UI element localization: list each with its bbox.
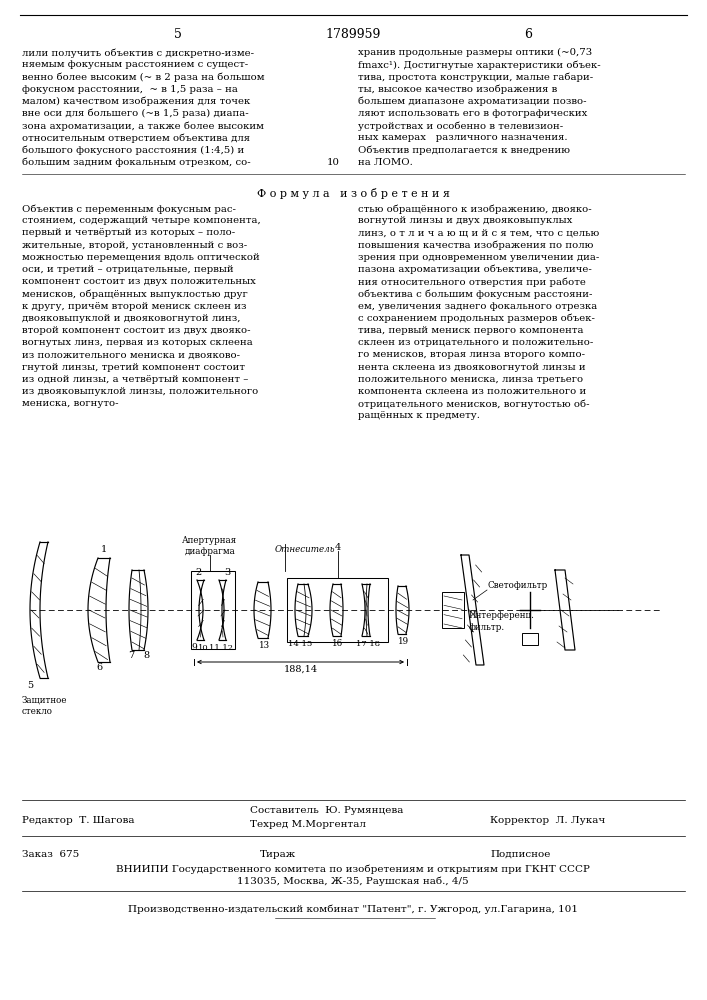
- Text: мениска, вогнуто-: мениска, вогнуто-: [22, 399, 119, 408]
- Text: зрения при одновременном увеличении диа-: зрения при одновременном увеличении диа-: [358, 253, 600, 262]
- Text: Объектив предполагается к внедрению: Объектив предполагается к внедрению: [358, 146, 570, 155]
- Text: 6: 6: [96, 663, 102, 672]
- Text: компонент состоит из двух положительных: компонент состоит из двух положительных: [22, 277, 256, 286]
- Bar: [522, 633, 538, 645]
- Text: Объектив с переменным фокусным рас-: Объектив с переменным фокусным рас-: [22, 204, 236, 214]
- Text: 3: 3: [224, 568, 230, 577]
- Text: вне оси для большего (~в 1,5 раза) диапа-: вне оси для большего (~в 1,5 раза) диапа…: [22, 109, 249, 118]
- Text: менисков, обращённых выпуклостью друг: менисков, обращённых выпуклостью друг: [22, 289, 247, 299]
- Text: лили получить объектив с дискретно-изме-: лили получить объектив с дискретно-изме-: [22, 48, 254, 57]
- Text: вогнутой линзы и двух двояковыпуклых: вогнутой линзы и двух двояковыпуклых: [358, 216, 573, 225]
- Text: склеен из отрицательного и положительно-: склеен из отрицательного и положительно-: [358, 338, 593, 347]
- Text: пазона ахроматизации объектива, увеличе-: пазона ахроматизации объектива, увеличе-: [358, 265, 592, 274]
- Text: 13: 13: [259, 641, 269, 650]
- Text: Подписное: Подписное: [490, 850, 550, 859]
- Text: большем диапазоне ахроматизации позво-: большем диапазоне ахроматизации позво-: [358, 97, 587, 106]
- Text: положительного мениска, линза третьего: положительного мениска, линза третьего: [358, 375, 583, 384]
- Text: фильтр.: фильтр.: [469, 623, 505, 632]
- Text: го менисков, вторая линза второго компо-: го менисков, вторая линза второго компо-: [358, 350, 585, 359]
- Text: 5: 5: [27, 681, 33, 690]
- Text: ляют использовать его в фотографических: ляют использовать его в фотографических: [358, 109, 588, 118]
- Text: компонента склеена из положительного и: компонента склеена из положительного и: [358, 387, 586, 396]
- Text: линз, о т л и ч а ю щ и й с я тем, что с целью: линз, о т л и ч а ю щ и й с я тем, что с…: [358, 228, 600, 237]
- Text: Заказ  675: Заказ 675: [22, 850, 79, 859]
- Text: из одной линзы, а четвёртый компонент –: из одной линзы, а четвёртый компонент –: [22, 375, 248, 384]
- Text: с сохранением продольных размеров объек-: с сохранением продольных размеров объек-: [358, 314, 595, 323]
- Text: Редактор  Т. Шагова: Редактор Т. Шагова: [22, 816, 134, 825]
- Text: жительные, второй, установленный с воз-: жительные, второй, установленный с воз-: [22, 241, 247, 250]
- Text: венно более высоким (~ в 2 раза на большом: венно более высоким (~ в 2 раза на больш…: [22, 72, 264, 82]
- Bar: [287, 578, 388, 642]
- Text: на ЛОМО.: на ЛОМО.: [358, 158, 413, 167]
- Text: 7: 7: [128, 651, 134, 660]
- Text: няемым фокусным расстоянием с сущест-: няемым фокусным расстоянием с сущест-: [22, 60, 248, 69]
- Text: Производственно-издательский комбинат "Патент", г. Ужгород, ул.Гагарина, 101: Производственно-издательский комбинат "П…: [128, 905, 578, 914]
- Text: Тираж: Тираж: [260, 850, 296, 859]
- Text: Ф о р м у л а   и з о б р е т е н и я: Ф о р м у л а и з о б р е т е н и я: [257, 188, 450, 199]
- Text: ем, увеличения заднего фокального отрезка: ем, увеличения заднего фокального отрезк…: [358, 302, 597, 311]
- Text: стоянием, содержащий четыре компонента,: стоянием, содержащий четыре компонента,: [22, 216, 261, 225]
- Text: Составитель  Ю. Румянцева: Составитель Ю. Румянцева: [250, 806, 404, 815]
- Text: 19: 19: [397, 637, 409, 646]
- Text: fmaxc¹). Достигнутые характеристики объек-: fmaxc¹). Достигнутые характеристики объе…: [358, 60, 601, 70]
- Text: Отнеситель: Отнеситель: [275, 545, 335, 554]
- Text: большим задним фокальным отрезком, со-: большим задним фокальным отрезком, со-: [22, 158, 250, 167]
- Text: оси, и третий – отрицательные, первый: оси, и третий – отрицательные, первый: [22, 265, 233, 274]
- Text: хранив продольные размеры оптики (~0,73: хранив продольные размеры оптики (~0,73: [358, 48, 592, 57]
- Text: стью обращённого к изображению, двояко-: стью обращённого к изображению, двояко-: [358, 204, 592, 214]
- Text: 16: 16: [332, 639, 344, 648]
- Text: ния относительного отверстия при работе: ния относительного отверстия при работе: [358, 277, 586, 287]
- Text: из положительного мениска и двояково-: из положительного мениска и двояково-: [22, 350, 240, 359]
- Text: можностью перемещения вдоль оптической: можностью перемещения вдоль оптической: [22, 253, 259, 262]
- Text: устройствах и особенно в телевизион-: устройствах и особенно в телевизион-: [358, 121, 563, 131]
- Text: ВНИИПИ Государственного комитета по изобретениям и открытиям при ГКНТ СССР: ВНИИПИ Государственного комитета по изоб…: [116, 864, 590, 874]
- Text: Защитное: Защитное: [22, 696, 67, 705]
- Text: 6: 6: [524, 28, 532, 41]
- Text: 14 15: 14 15: [288, 640, 312, 648]
- Text: стекло: стекло: [22, 707, 53, 716]
- Text: Интерференц.: Интерференц.: [469, 611, 535, 620]
- Text: 2: 2: [196, 568, 202, 577]
- Text: Светофильтр: Светофильтр: [487, 581, 547, 590]
- Bar: [442, 592, 464, 628]
- Text: тива, простота конструкции, малые габари-: тива, простота конструкции, малые габари…: [358, 72, 593, 82]
- Text: диафрагма: диафрагма: [185, 547, 235, 556]
- Text: 8: 8: [143, 651, 149, 660]
- Text: 188,14: 188,14: [284, 665, 317, 674]
- Text: первый и четвёртый из которых – поло-: первый и четвёртый из которых – поло-: [22, 228, 235, 237]
- Text: двояковыпуклой и двояковогнутой линз,: двояковыпуклой и двояковогнутой линз,: [22, 314, 240, 323]
- Text: фокусном расстоянии,  ~ в 1,5 раза – на: фокусном расстоянии, ~ в 1,5 раза – на: [22, 85, 238, 94]
- Text: зона ахроматизации, а также более высоким: зона ахроматизации, а также более высоки…: [22, 121, 264, 131]
- Text: 1: 1: [101, 545, 107, 554]
- Text: тива, первый мениск первого компонента: тива, первый мениск первого компонента: [358, 326, 583, 335]
- Text: 1789959: 1789959: [325, 28, 380, 41]
- Text: нента склеена из двояковогнутой линзы и: нента склеена из двояковогнутой линзы и: [358, 363, 585, 372]
- Text: гнутой линзы, третий компонент состоит: гнутой линзы, третий компонент состоит: [22, 363, 245, 372]
- Text: 10: 10: [198, 644, 209, 652]
- Text: большого фокусного расстояния (1:4,5) и: большого фокусного расстояния (1:4,5) и: [22, 146, 244, 155]
- Text: Корректор  Л. Лукач: Корректор Л. Лукач: [490, 816, 605, 825]
- Text: отрицательного менисков, вогнутостью об-: отрицательного менисков, вогнутостью об-: [358, 399, 590, 409]
- Text: ты, высокое качество изображения в: ты, высокое качество изображения в: [358, 85, 557, 94]
- Text: 9: 9: [191, 643, 197, 652]
- Text: повышения качества изображения по полю: повышения качества изображения по полю: [358, 241, 593, 250]
- Text: Апертурная: Апертурная: [182, 536, 238, 545]
- Text: объектива с большим фокусным расстояни-: объектива с большим фокусным расстояни-: [358, 289, 592, 299]
- Text: вогнутых линз, первая из которых склеена: вогнутых линз, первая из которых склеена: [22, 338, 252, 347]
- Bar: [191, 571, 235, 649]
- Text: относительным отверстием объектива для: относительным отверстием объектива для: [22, 133, 250, 143]
- Text: ных камерах   различного назначения.: ных камерах различного назначения.: [358, 133, 568, 142]
- Text: 4: 4: [334, 543, 341, 552]
- Text: 10: 10: [327, 158, 340, 167]
- Text: 17 18: 17 18: [356, 640, 380, 648]
- Text: 11 12: 11 12: [209, 644, 233, 652]
- Text: 113035, Москва, Ж-35, Раушская наб., 4/5: 113035, Москва, Ж-35, Раушская наб., 4/5: [237, 877, 469, 886]
- Text: малом) качеством изображения для точек: малом) качеством изображения для точек: [22, 97, 250, 106]
- Text: второй компонент состоит из двух двояко-: второй компонент состоит из двух двояко-: [22, 326, 250, 335]
- Text: 5: 5: [174, 28, 182, 41]
- Text: Техред М.Моргентал: Техред М.Моргентал: [250, 820, 366, 829]
- Text: к другу, причём второй мениск склеен из: к другу, причём второй мениск склеен из: [22, 302, 247, 311]
- Text: из двояковыпуклой линзы, положительного: из двояковыпуклой линзы, положительного: [22, 387, 258, 396]
- Text: ращённых к предмету.: ращённых к предмету.: [358, 411, 480, 420]
